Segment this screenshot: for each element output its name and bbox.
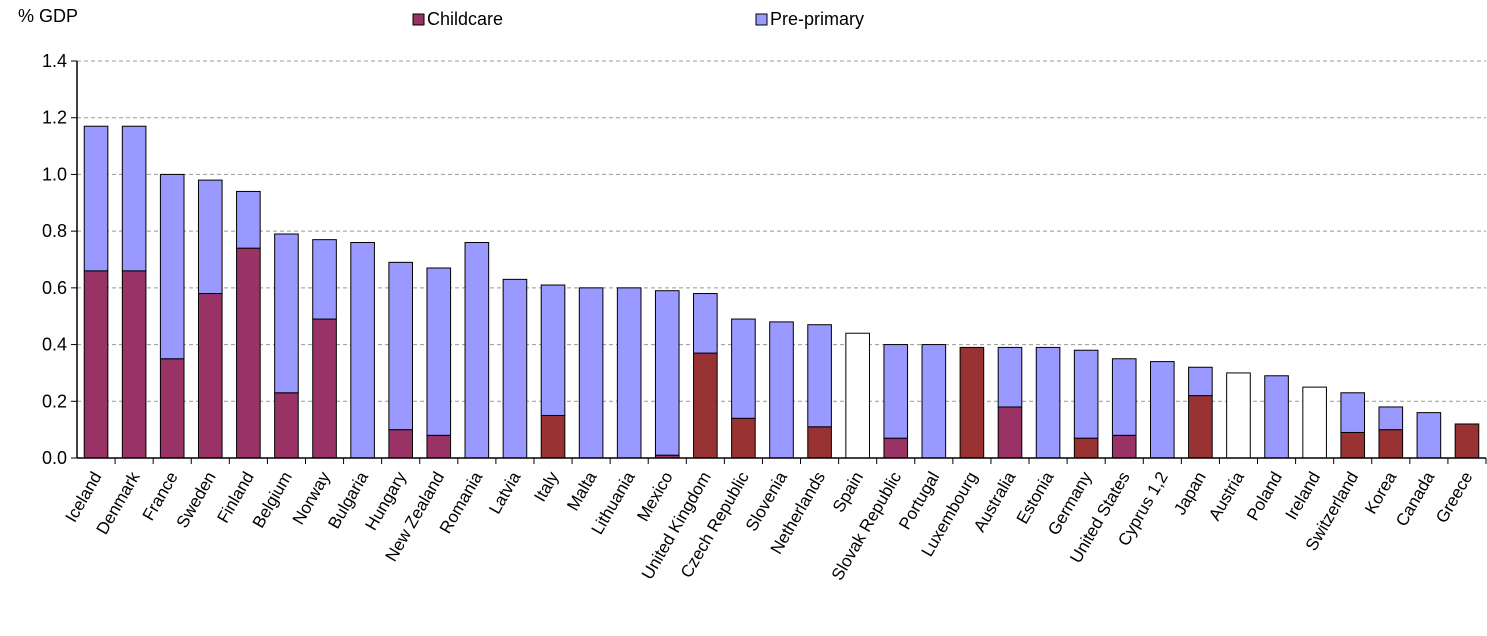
bar-pre-primary-cyprus-1-2 <box>1150 361 1175 459</box>
bar-childcare-korea <box>1378 429 1404 459</box>
bar-childcare-iceland <box>83 270 109 459</box>
x-tick-label-poland: Poland <box>1243 469 1286 524</box>
bar-pre-primary-australia <box>997 346 1023 408</box>
bar-pre-primary-belgium <box>274 233 299 394</box>
bar-pre-primary-portugal <box>921 344 947 459</box>
bar-childcare-hungary <box>388 429 413 459</box>
bar-pre-primary-lithuania <box>616 287 642 459</box>
bar-childcare-finland <box>236 247 261 459</box>
x-tick-label-korea: Korea <box>1361 468 1400 517</box>
bar-childcare-switzerland <box>1340 431 1366 459</box>
y-tick-label: 1.4 <box>42 51 67 71</box>
y-axis-ticks: 0.0 0.2 0.4 0.6 0.8 1.0 1.2 1.4 <box>42 51 77 468</box>
bar-childcare-germany <box>1073 437 1099 459</box>
bar-pre-primary-denmark <box>121 125 147 272</box>
x-tick-label-austria: Austria <box>1205 468 1248 524</box>
y-tick-label: 0.2 <box>42 391 67 411</box>
bar-pre-primary-bulgaria <box>350 241 375 459</box>
bar-childcare-united-kingdom <box>693 352 718 459</box>
legend: Childcare Pre-primary <box>412 9 864 29</box>
bar-pre-primary-germany <box>1073 349 1099 439</box>
bar-pre-primary-netherlands <box>807 324 832 428</box>
y-axis-unit-label: % GDP <box>18 6 78 26</box>
bar-pre-primary-italy <box>540 284 566 416</box>
bar-childcare-italy <box>540 414 566 459</box>
y-tick-label: 0.4 <box>42 335 67 355</box>
bar-childcare-belgium <box>274 392 299 459</box>
y-tick-label: 0.6 <box>42 278 67 298</box>
x-tick-label-italy: Italy <box>530 468 562 505</box>
bar-childcare-denmark <box>121 270 147 459</box>
bar-childcare-united-states <box>1111 434 1137 459</box>
x-tick-label-spain: Spain <box>829 469 867 516</box>
bar-childcare-luxembourg <box>959 346 985 459</box>
bar-pre-primary-hungary <box>388 261 413 431</box>
legend-swatch-childcare <box>412 13 425 26</box>
bar-pre-primary-united-states <box>1111 358 1137 436</box>
legend-swatch-pre-primary <box>755 13 768 26</box>
bar-childcare-france <box>159 358 185 459</box>
bar-pre-primary-austria <box>1226 372 1251 459</box>
bar-childcare-slovak-republic <box>883 437 909 459</box>
bars <box>83 125 1480 459</box>
bar-pre-primary-japan <box>1188 366 1213 397</box>
y-tick-label: 0.8 <box>42 221 67 241</box>
x-axis-ticks: IcelandDenmarkFranceSwedenFinlandBelgium… <box>62 458 1487 584</box>
legend-label-childcare: Childcare <box>427 9 503 29</box>
x-tick-label-canada: Canada <box>1392 468 1439 530</box>
axes <box>76 61 1486 459</box>
y-tick-label: 1.2 <box>42 108 67 128</box>
x-tick-label-greece: Greece <box>1432 469 1476 527</box>
bar-childcare-sweden <box>197 293 223 459</box>
bar-childcare-netherlands <box>807 426 832 459</box>
bar-pre-primary-spain <box>845 332 870 459</box>
bar-pre-primary-iceland <box>83 125 109 272</box>
x-tick-label-malta: Malta <box>563 468 601 514</box>
bar-childcare-czech-republic <box>731 417 756 459</box>
bar-childcare-japan <box>1188 395 1213 459</box>
bar-pre-primary-france <box>159 173 185 360</box>
bar-pre-primary-latvia <box>502 278 528 459</box>
x-tick-label-latvia: Latvia <box>485 468 524 517</box>
bar-pre-primary-canada <box>1416 412 1442 459</box>
bar-pre-primary-sweden <box>197 179 223 295</box>
bar-pre-primary-slovenia <box>769 321 794 459</box>
y-tick-label: 1.0 <box>42 164 67 184</box>
bar-childcare-new-zealand <box>426 434 452 459</box>
bar-pre-primary-mexico <box>654 290 680 456</box>
x-tick-label-japan: Japan <box>1170 469 1210 519</box>
x-tick-label-slovak-republic: Slovak Republic <box>828 468 906 583</box>
y-tick-label: 0.0 <box>42 448 67 468</box>
bar-pre-primary-switzerland <box>1340 392 1366 433</box>
bar-pre-primary-norway <box>312 239 337 320</box>
bar-pre-primary-romania <box>464 241 490 459</box>
bar-childcare-australia <box>997 406 1023 459</box>
gridlines <box>77 60 1486 402</box>
bar-pre-primary-new-zealand <box>426 267 452 436</box>
x-tick-label-ireland: Ireland <box>1282 469 1324 524</box>
bar-pre-primary-malta <box>578 287 604 459</box>
bar-pre-primary-ireland <box>1302 386 1327 459</box>
bar-pre-primary-slovak-republic <box>883 344 909 439</box>
bar-pre-primary-korea <box>1378 406 1404 431</box>
bar-pre-primary-czech-republic <box>731 318 756 419</box>
bar-pre-primary-finland <box>236 190 261 249</box>
bar-childcare-norway <box>312 318 337 459</box>
bar-pre-primary-poland <box>1264 375 1289 459</box>
legend-label-pre-primary: Pre-primary <box>770 9 864 29</box>
bar-pre-primary-estonia <box>1035 346 1061 459</box>
bar-pre-primary-united-kingdom <box>693 293 718 354</box>
bar-childcare-greece <box>1454 423 1480 459</box>
